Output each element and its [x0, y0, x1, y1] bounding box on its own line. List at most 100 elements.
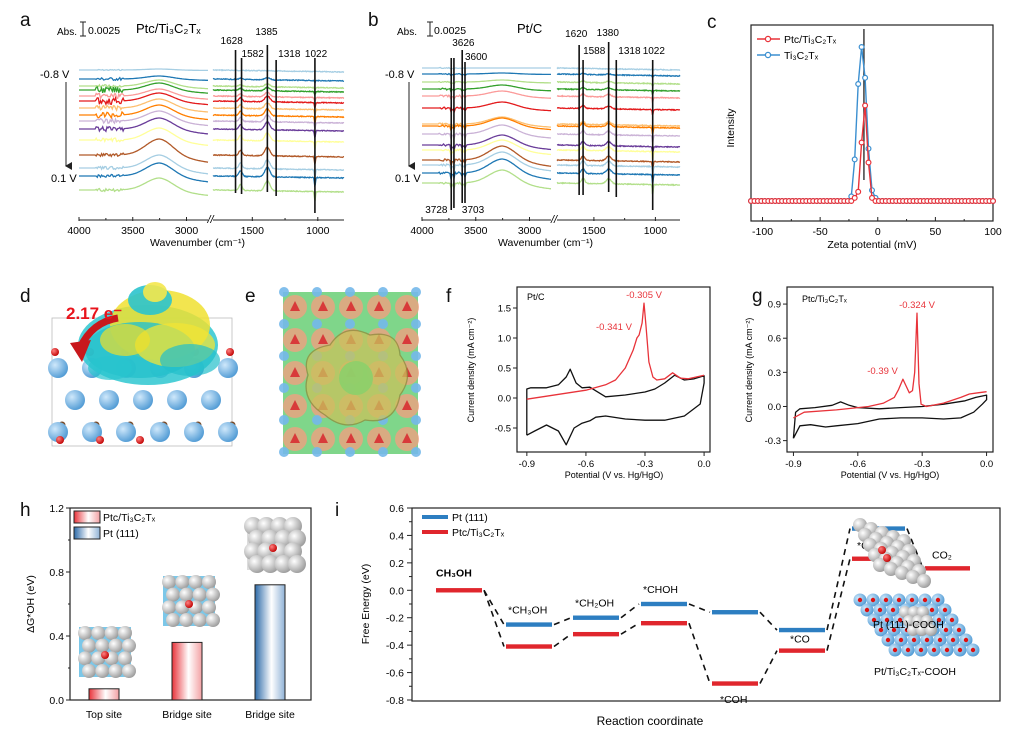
spectrum-trace [79, 162, 209, 183]
lattice-atom [345, 447, 355, 457]
legend-label-pt111: Pt (111) [103, 528, 139, 540]
legend-label-ptc: Ptc/Ti₃C₂Tₓ [784, 34, 837, 46]
spectrum-trace [557, 129, 681, 144]
lattice-atom [411, 383, 421, 393]
esp-site-core [318, 334, 328, 344]
energy-level [712, 610, 758, 615]
panel-label-d: d [20, 286, 31, 307]
connector-line [826, 558, 851, 651]
spectrum-trace [422, 134, 552, 152]
y-tick-label: 0.0 [49, 695, 64, 707]
titanium-atom [150, 422, 170, 442]
peak-label: 1620 [565, 29, 588, 40]
peak-label: 1318 [278, 49, 301, 60]
spectrum-trace [422, 72, 551, 77]
y-tick-label: -0.2 [386, 613, 404, 625]
panel-label-b: b [368, 10, 379, 31]
esp-site-core [402, 433, 412, 443]
peak-label: 1022 [643, 46, 666, 57]
y-tick-label: -0.6 [386, 668, 404, 680]
oxygen-atom [949, 617, 955, 623]
y-tick-label: 0.0 [498, 394, 511, 405]
oxygen-atom [937, 637, 943, 643]
legend: Ptc/Ti₃C₂Tₓ Ti₃C₂Tₓ [757, 34, 837, 62]
spectrum-trace [422, 145, 552, 167]
oxygen-atom [884, 617, 890, 623]
scale-bar-value: 0.0025 [434, 25, 466, 37]
x-tick-label: -0.6 [850, 459, 866, 470]
plot-frame [750, 24, 994, 222]
lattice-atom [312, 415, 322, 425]
platinum-atom [202, 600, 216, 615]
oh-adsorbate [101, 651, 109, 659]
esp-site-core [374, 301, 384, 311]
peak-label: 1380 [597, 28, 620, 39]
platinum-atom [108, 638, 123, 653]
platinum-atom [925, 624, 937, 636]
abs-label: Abs. [57, 27, 77, 38]
peak-annotation: -0.39 V [867, 366, 898, 377]
spectrum-trace [556, 120, 681, 132]
peak-annotation: -0.324 V [899, 300, 936, 311]
data-point [862, 102, 869, 109]
y-tick-label: 0.0 [768, 402, 781, 413]
titanium-atom [48, 358, 68, 378]
series-group: -0.305 V -0.341 V [526, 290, 705, 446]
step-label: CH₃OH [436, 568, 472, 580]
y-tick-label: -0.4 [386, 640, 404, 652]
platinum-atom [917, 574, 931, 588]
panel-f-cv-ptc-carbon: -0.9 -0.6 -0.3 0.0 -0.5 0.0 0.5 1.0 1.5 -0.305 V… [466, 286, 711, 480]
spectrum-trace [79, 68, 208, 72]
x-axis: // 4000 3500 3000 1500 1000 [410, 214, 680, 237]
oxygen-atom [878, 546, 886, 554]
spectrum-trace [212, 76, 345, 84]
spectrum-trace [556, 121, 681, 135]
oxygen-atom [956, 627, 962, 633]
y-tick-label: 1.0 [498, 334, 511, 345]
platinum-atom [95, 638, 110, 653]
lattice-atom [279, 287, 289, 297]
oxygen-atom [898, 637, 904, 643]
x-tick-label: -100 [752, 226, 773, 238]
energy-level [925, 566, 970, 571]
plot-frame [786, 286, 994, 453]
platinum-atom [122, 638, 136, 653]
x-axis: -100 -50 0 50 100 [752, 217, 1002, 238]
platinum-atom [118, 651, 132, 666]
platinum-atom [903, 615, 915, 627]
y-tick-label: 0.3 [768, 368, 781, 379]
oxygen-atom [924, 637, 930, 643]
spectrum-trace [79, 154, 209, 175]
spectrum-trace [79, 98, 209, 113]
connector-line [688, 622, 711, 684]
oxygen-atom [892, 647, 898, 653]
spectrum-trace [79, 177, 209, 197]
connector-line [688, 603, 711, 613]
spectrum-trace [79, 127, 209, 147]
data-point [858, 43, 865, 50]
platinum-atom [82, 638, 96, 653]
panel-c-zeta: Intensity Zeta potential (mV) -100 -50 0 50… [725, 24, 1002, 251]
oxygen-atom [931, 647, 937, 653]
y-tick-label: 0.5 [498, 364, 511, 375]
y-tick-label: 0.6 [768, 334, 781, 345]
panel-g-cv-ptc-ti3c2tx: -0.9 -0.6 -0.3 0.0 -0.3 0.0 0.3 0.6 0.9 -0.324 V… [744, 286, 994, 480]
oxygen-atom [883, 554, 891, 562]
legend-label-ti3c2tx: Ti₃C₂Tₓ [784, 50, 819, 62]
axes: 0.0 0.4 0.8 1.2 [49, 503, 70, 707]
spectrum-trace [422, 79, 551, 85]
x-tick-label: Top site [86, 709, 122, 721]
x-axis-label: Wavenumber (cm⁻¹) [150, 237, 245, 249]
peak-label: 1588 [583, 46, 606, 57]
x-tick-label: 0 [875, 226, 881, 238]
platinum-atom [908, 606, 920, 618]
cv-curve [526, 368, 705, 446]
oxygen-atom [226, 348, 234, 356]
oxygen-atom [885, 637, 891, 643]
titanium-atom [65, 390, 85, 410]
esp-site-core [290, 301, 300, 311]
data-point [855, 188, 862, 195]
inset-label: Ptc/Ti₃C₂Tₓ [802, 294, 847, 304]
panel-label-g: g [752, 286, 763, 307]
x-axis: // 4000 3500 3000 1500 1000 [67, 214, 344, 237]
